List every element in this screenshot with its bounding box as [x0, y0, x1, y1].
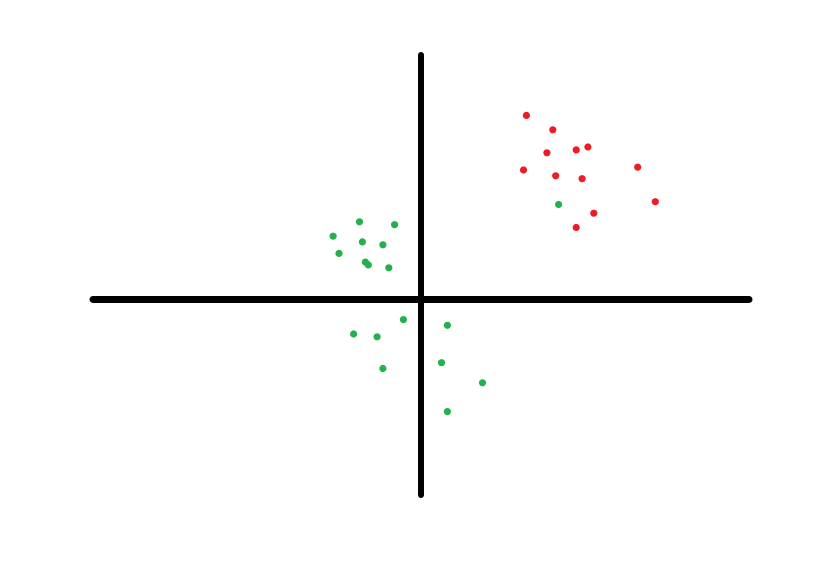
data-point-s1-14 — [437, 359, 446, 367]
data-point-s0-4 — [584, 143, 592, 151]
data-point-s1-3 — [329, 232, 337, 240]
data-point-s1-1 — [355, 218, 364, 226]
data-point-s0-5 — [634, 163, 642, 171]
data-points — [329, 111, 659, 416]
data-point-s0-11 — [572, 223, 580, 232]
data-point-s1-17 — [443, 408, 451, 416]
data-point-s0-6 — [519, 166, 528, 174]
data-point-s1-0 — [555, 200, 563, 209]
data-point-s0-0 — [522, 111, 531, 119]
data-point-s0-1 — [549, 126, 557, 134]
data-point-s1-10 — [399, 316, 407, 324]
data-point-s1-16 — [478, 379, 487, 387]
data-point-s1-13 — [373, 333, 381, 341]
data-point-s0-8 — [578, 175, 586, 183]
axes — [89, 52, 753, 498]
data-point-s0-10 — [590, 209, 598, 217]
data-point-s1-4 — [358, 238, 366, 246]
data-point-s0-7 — [552, 172, 560, 180]
data-point-s1-2 — [391, 221, 399, 229]
data-point-s1-12 — [350, 330, 358, 338]
data-point-s0-3 — [572, 146, 580, 154]
data-point-s1-8 — [364, 261, 372, 269]
data-point-s1-15 — [379, 364, 387, 373]
data-point-s1-5 — [379, 241, 387, 249]
data-point-s0-2 — [543, 149, 551, 157]
data-point-s1-11 — [443, 321, 451, 329]
data-point-s0-9 — [651, 198, 659, 206]
data-point-s1-6 — [335, 249, 343, 257]
data-point-s1-9 — [385, 264, 393, 272]
